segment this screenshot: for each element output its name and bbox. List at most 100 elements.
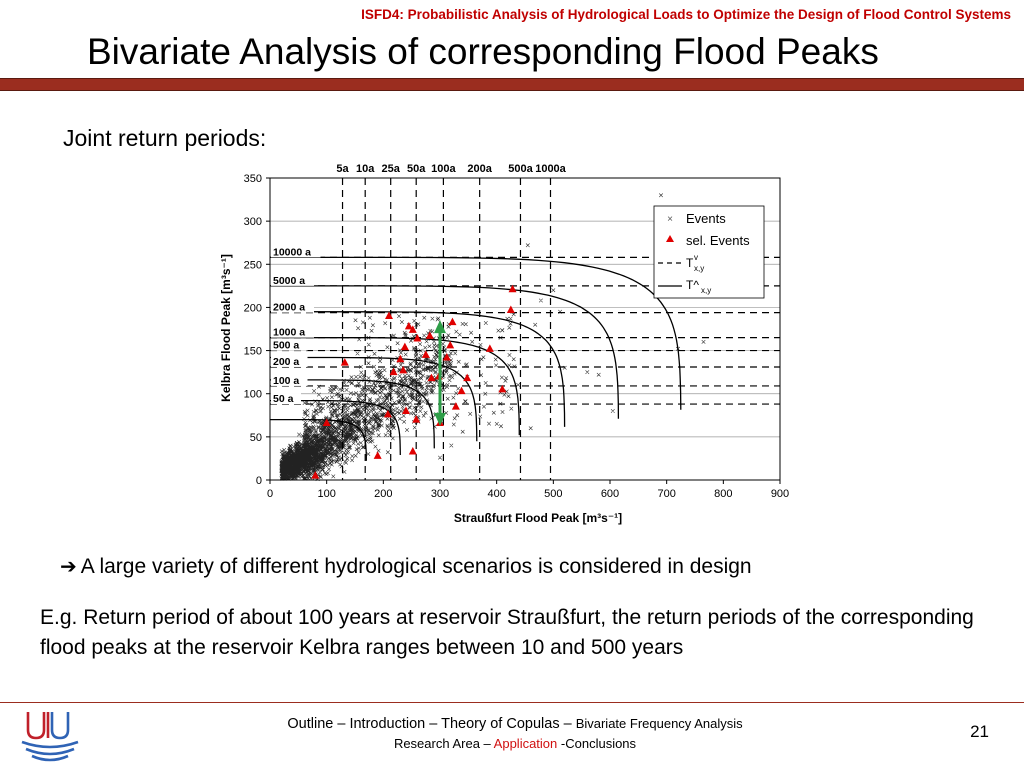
slide-title: Bivariate Analysis of corresponding Floo… [87,31,879,72]
legend-dashed-sub: x,y [694,264,704,273]
x-tick-label-900: 900 [771,488,789,500]
conference-header: ISFD4: Probabilistic Analysis of Hydrolo… [361,7,1011,22]
footer-nav-conclusions: -Conclusions [557,736,637,751]
top-label-7: 1000a [535,163,566,175]
selected-event-9 [400,342,409,351]
selected-event-25 [485,344,494,352]
explanation-paragraph: E.g. Return period of about 100 years at… [40,606,974,659]
footer-nav-line-1: Outline – Introduction – Theory of Copul… [170,714,860,734]
y-tick-label-350: 350 [244,173,262,185]
y-label-bg-4 [271,326,314,338]
y-tick-label-200: 200 [244,302,262,314]
selected-event-3 [373,451,382,459]
top-label-6: 500a [508,163,533,175]
chart-legend: × Events sel. Events T v x,y T^ x,y [653,205,765,299]
y-label-7: 10000 a [273,246,311,258]
legend-events-marker: × [667,214,673,225]
selected-event-7 [399,365,408,374]
footer-nav-line-2: Research Area – Application -Conclusions [170,734,860,754]
marginal-return-period-lines [270,178,780,480]
y-tick-label-250: 250 [244,259,262,271]
arrow-head-bottom [434,412,446,426]
x-tick-label-200: 200 [374,488,392,500]
selected-event-30 [396,354,405,363]
y-label-bg-2 [271,355,308,367]
bullet-statement: ➔ A large variety of different hydrologic… [60,554,752,579]
y-tick-label-150: 150 [244,346,262,358]
y-label-0: 50 a [273,393,294,405]
selected-event-4 [383,409,392,418]
selected-event-13 [413,333,422,342]
title-accent-bar [0,78,1024,91]
selected-event-21 [448,317,457,326]
selected-event-27 [508,284,517,293]
selected-event-10 [404,321,413,330]
y-label-bg-3 [271,339,308,351]
x-tick-label-500: 500 [544,488,562,500]
range-arrow [434,320,446,426]
selected-event-20 [446,340,455,349]
top-label-4: 100a [431,163,456,175]
y-tick-label-300: 300 [244,216,262,228]
x-tick-label-100: 100 [317,488,335,500]
section-subheading: Joint return periods: [63,125,267,151]
selected-event-8 [402,406,410,414]
x-tick-label-0: 0 [267,488,273,500]
selected-event-29 [408,447,417,455]
selected-event-23 [457,386,466,395]
selected-event-14 [421,350,430,358]
selected-events [311,284,517,479]
selected-event-6 [389,367,398,376]
joint-curve-5 [269,311,566,427]
selected-event-22 [451,402,460,410]
selected-event-1 [322,418,331,427]
joint-curve-0 [270,418,367,461]
footer-navigation: Outline – Introduction – Theory of Copul… [170,714,860,754]
y-label-bg-5 [271,301,314,313]
return-period-labels: 5a 10a 25a 50a 100a 200a 500a 1000a 50 a 100 a 200… [271,163,567,405]
footer-nav-application: Application [493,736,558,751]
y-axis-title: Kelbra Flood Peak [m³s⁻¹] [219,254,233,402]
event-markers [279,193,706,482]
legend-solid-sub: x,y [701,286,711,295]
x-tick-label-400: 400 [487,488,505,500]
joint-return-period-curves [269,256,682,461]
y-label-3: 500 a [273,340,299,352]
legend-solid-label: T^ [686,278,699,292]
footer-nav-research-area: Research Area – [393,736,494,751]
footer-nav-outline: Outline – Introduction – Theory of Copul… [287,716,576,732]
selected-event-0 [311,471,320,479]
footer-nav-current: Bivariate Frequency Analysis [575,716,743,731]
university-logo-icon [21,712,79,762]
axes: 0 100 200 300 400 500 600 700 800 900 0 50 100 150 200… [244,173,790,500]
selected-event-12 [412,415,421,423]
joint-curve-2 [270,379,435,449]
y-tick-label-50: 50 [250,432,262,444]
joint-curve-1 [270,399,401,456]
y-label-bg-1 [271,374,308,386]
legend-dashed-label: T [686,256,694,270]
x-axis-title: Straußfurt Flood Peak [m³s⁻¹] [454,511,622,525]
y-label-bg-6 [271,274,314,286]
joint-return-period-chart: 5a 10a 25a 50a 100a 200a 500a 1000a 50 a 100 a 200… [219,163,790,525]
selected-event-28 [498,384,507,393]
y-label-5: 2000 a [273,302,305,314]
legend-sel-events-marker [666,235,674,242]
y-tick-label-100: 100 [244,389,262,401]
x-tick-label-800: 800 [714,488,732,500]
top-label-2: 25a [382,163,401,175]
events-scatter [279,193,706,482]
top-label-1: 10a [356,163,375,175]
selected-event-2 [340,358,349,366]
selected-event-11 [408,325,417,333]
y-label-bg-7 [271,246,321,258]
legend-box [653,205,765,299]
selected-event-19 [442,352,451,361]
y-label-4: 1000 a [273,327,305,339]
joint-curve-6 [270,285,620,419]
top-label-3: 50a [407,163,426,175]
selected-event-5 [385,311,393,320]
joint-curve-7 [270,256,682,410]
selected-event-15 [425,331,434,339]
legend-sel-events-label: sel. Events [686,233,750,248]
